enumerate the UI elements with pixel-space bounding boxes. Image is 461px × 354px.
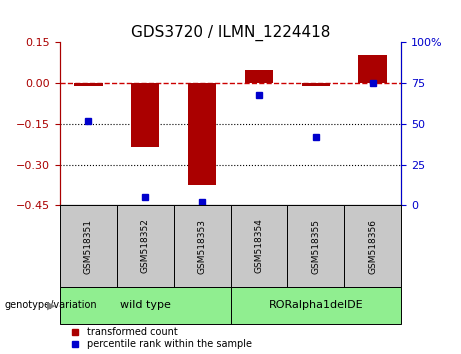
Text: ▶: ▶: [47, 300, 55, 310]
Text: GSM518351: GSM518351: [84, 218, 93, 274]
Bar: [301, 83, 330, 86]
Text: wild type: wild type: [120, 300, 171, 310]
Text: GSM518356: GSM518356: [368, 218, 377, 274]
Text: genotype/variation: genotype/variation: [5, 300, 97, 310]
Text: GSM518352: GSM518352: [141, 218, 150, 274]
Bar: [188, 83, 216, 185]
Text: GSM518354: GSM518354: [254, 218, 263, 274]
Legend: transformed count, percentile rank within the sample: transformed count, percentile rank withi…: [65, 327, 252, 349]
Text: RORalpha1delDE: RORalpha1delDE: [268, 300, 363, 310]
Bar: [358, 55, 387, 83]
Bar: [245, 70, 273, 83]
Bar: [74, 83, 102, 86]
Bar: [131, 83, 160, 147]
Text: GSM518355: GSM518355: [311, 218, 320, 274]
Text: GSM518353: GSM518353: [198, 218, 207, 274]
Title: GDS3720 / ILMN_1224418: GDS3720 / ILMN_1224418: [131, 25, 330, 41]
